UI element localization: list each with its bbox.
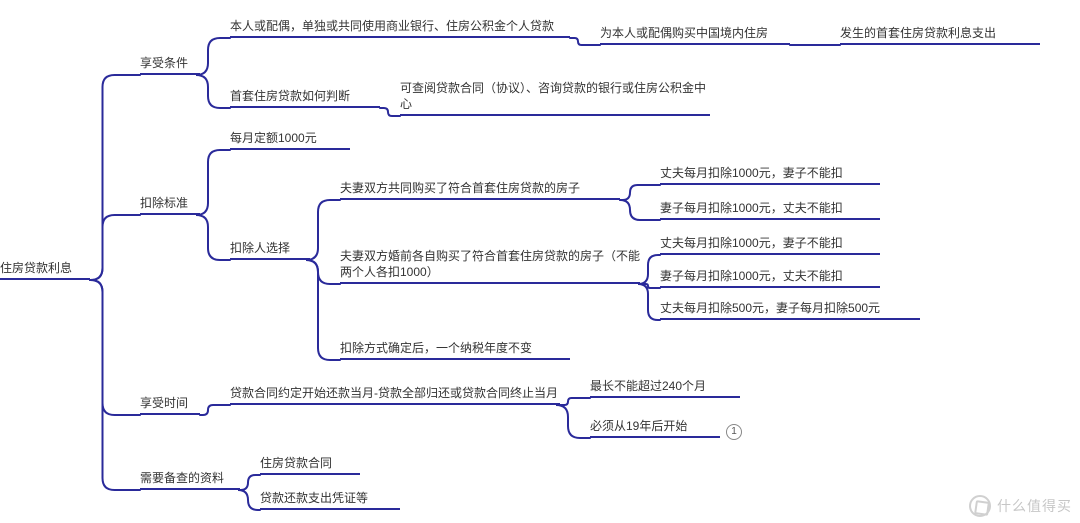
mindmap-node: 享受时间 — [140, 395, 200, 415]
mindmap-node: 首套住房贷款如何判断 — [230, 88, 380, 108]
mindmap-node: 丈夫每月扣除500元，妻子每月扣除500元 — [660, 300, 920, 320]
mindmap-node: 夫妻双方婚前各自购买了符合首套住房贷款的房子（不能两个人各扣1000） — [340, 248, 640, 284]
mindmap-node: 贷款合同约定开始还款当月-贷款全部归还或贷款合同终止当月 — [230, 385, 560, 405]
mindmap-node: 夫妻双方共同购买了符合首套住房贷款的房子 — [340, 180, 620, 200]
mindmap-node: 本人或配偶，单独或共同使用商业银行、住房公积金个人贷款 — [230, 18, 570, 38]
mindmap-node: 必须从19年后开始 — [590, 418, 720, 438]
mindmap-node: 住房贷款合同 — [260, 455, 360, 475]
mindmap-node: 贷款还款支出凭证等 — [260, 490, 400, 510]
mindmap-node: 丈夫每月扣除1000元，妻子不能扣 — [660, 165, 880, 185]
watermark: 什么值得买 — [969, 495, 1072, 517]
mindmap-node: 妻子每月扣除1000元，丈夫不能扣 — [660, 200, 880, 220]
mindmap-node: 需要备查的资料 — [140, 470, 240, 490]
mindmap-node: 扣除标准 — [140, 195, 200, 215]
mindmap-node: 可查阅贷款合同（协议）、咨询贷款的银行或住房公积金中心 — [400, 80, 710, 116]
mindmap-node: 享受条件 — [140, 55, 200, 75]
watermark-text: 什么值得买 — [997, 496, 1072, 516]
mindmap-node: 为本人或配偶购买中国境内住房 — [600, 25, 790, 45]
mindmap-node: 最长不能超过240个月 — [590, 378, 740, 398]
note-marker-icon: 1 — [726, 424, 742, 440]
mindmap-node: 每月定额1000元 — [230, 130, 350, 150]
mindmap-node: 扣除人选择 — [230, 240, 310, 260]
mindmap-node: 丈夫每月扣除1000元，妻子不能扣 — [660, 235, 880, 255]
mindmap-node: 扣除方式确定后，一个纳税年度不变 — [340, 340, 570, 360]
smzdm-logo-icon — [969, 495, 991, 517]
mindmap-node: 妻子每月扣除1000元，丈夫不能扣 — [660, 268, 880, 288]
mindmap-node: 发生的首套住房贷款利息支出 — [840, 25, 1040, 45]
mindmap-node: 住房贷款利息 — [0, 260, 90, 280]
